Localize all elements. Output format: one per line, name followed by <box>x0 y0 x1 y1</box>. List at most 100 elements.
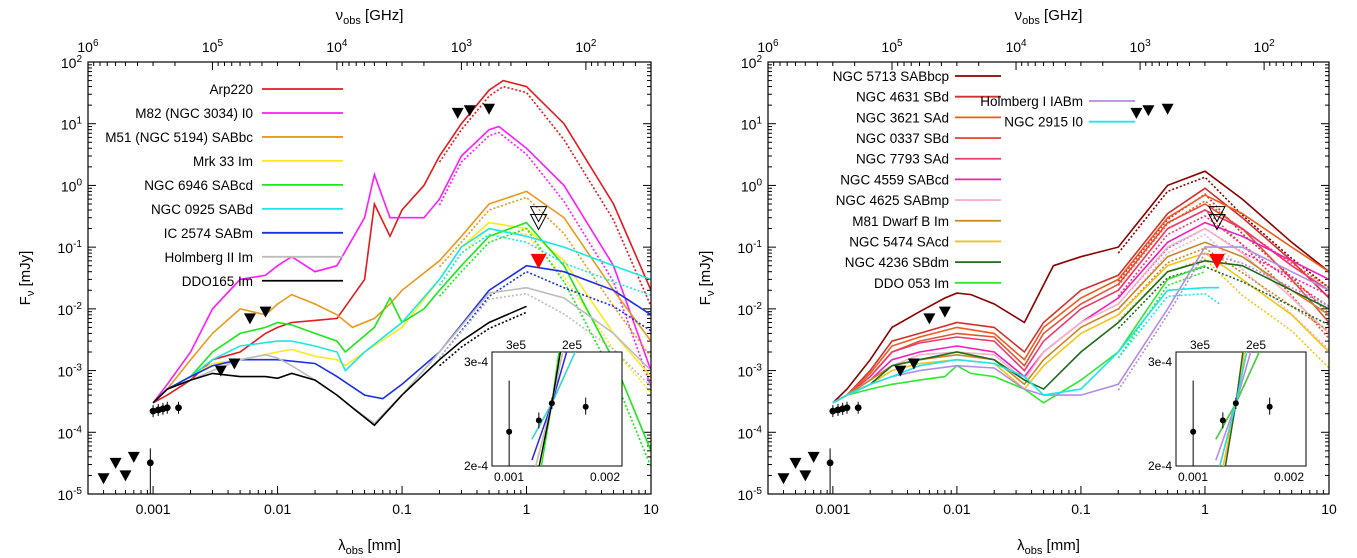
y-tick-label: 10-5 <box>58 486 83 503</box>
upper-limit-marker <box>214 365 227 377</box>
series-line-10 <box>832 264 1206 404</box>
upper-limit-marker <box>463 105 476 117</box>
series-line-4 <box>152 221 651 452</box>
y-tick-label-exp: -2 <box>73 301 82 312</box>
top-tick-label-base: 10 <box>1130 39 1146 55</box>
inset-top-tick-label: 3e5 <box>506 338 526 352</box>
top-tick-label-exp: 4 <box>342 38 348 49</box>
legend-label: Holmberg I IABm <box>980 94 1083 109</box>
y-tick-label-exp: -4 <box>753 424 762 435</box>
open-limit-marker <box>529 214 548 231</box>
axis-title-main: λ <box>338 537 346 554</box>
axis-title-sub: ν <box>25 290 37 296</box>
plot-frame <box>767 61 1330 495</box>
y-tick-label-exp: -4 <box>73 424 82 435</box>
upper-limit-marker <box>799 470 812 482</box>
upper-limit-marker <box>789 457 802 469</box>
y-tick-label-base: 10 <box>738 487 754 503</box>
y-tick-label-exp: -5 <box>73 486 82 497</box>
top-tick-label-base: 10 <box>77 39 93 55</box>
legend-label: M51 (NGC 5194) SABbc <box>105 130 253 145</box>
inset-data-point <box>1190 428 1197 435</box>
top-tick-label: 103 <box>1130 38 1152 55</box>
axis-title-unit: [mJy] <box>17 251 34 291</box>
x-tick-label: 1 <box>523 501 531 517</box>
upper-limit-marker <box>923 313 936 325</box>
top-tick-label-base: 10 <box>451 39 467 55</box>
data-point <box>146 459 154 467</box>
top-tick-label-base: 10 <box>757 39 773 55</box>
y-tick-label: 102 <box>741 54 763 71</box>
top-tick-label-exp: 2 <box>1269 38 1275 49</box>
axis-title-sub: obs <box>1022 15 1040 27</box>
axis-title-sub: obs <box>343 15 361 27</box>
inset-data-point <box>1232 400 1239 407</box>
series-line-1 <box>152 125 651 404</box>
axis-title-main: λ <box>1017 537 1025 554</box>
data-point <box>854 404 862 412</box>
inset-series-line-8 <box>1222 352 1246 466</box>
inset-top-tick-label: 2e5 <box>562 338 582 352</box>
top-tick-label: 106 <box>757 38 779 55</box>
legend-label: NGC 3621 SAd <box>856 110 949 125</box>
axis-title-unit: [GHz] <box>361 7 404 24</box>
legend-label: NGC 4559 SABcd <box>840 172 949 187</box>
inset-series-line-12 <box>1219 352 1248 466</box>
axis-title: νobs [GHz] <box>1015 7 1083 27</box>
legend-label: IC 2574 SABm <box>164 226 253 241</box>
top-tick-label-exp: 3 <box>1145 38 1151 49</box>
legend-label: Arp220 <box>209 82 253 97</box>
y-tick-label-base: 10 <box>58 364 74 380</box>
y-tick-label-base: 10 <box>738 240 754 256</box>
top-tick-label-exp: 4 <box>1021 38 1027 49</box>
y-tick-label-base: 10 <box>58 425 74 441</box>
y-tick-label: 10-4 <box>58 424 83 441</box>
top-tick-label: 105 <box>881 38 903 55</box>
y-tick-label-exp: 2 <box>756 54 762 65</box>
series-dotted-10 <box>1117 270 1206 359</box>
y-tick-label: 10-5 <box>738 486 763 503</box>
y-tick-label-base: 10 <box>741 55 757 71</box>
y-tick-label-base: 10 <box>58 240 74 256</box>
axis-title-main: ν <box>1015 7 1023 24</box>
panel-left: 0.001 0.01 0.1 1 1010-510-410-310-210-110010… <box>17 7 659 557</box>
top-tick-label-exp: 5 <box>897 38 903 49</box>
inset-y-tick-label: 3e-4 <box>1148 355 1172 369</box>
inset-data-point <box>1266 403 1273 410</box>
x-tick-label: 10 <box>1321 501 1337 517</box>
upper-limit-marker <box>451 107 464 119</box>
y-tick-label: 100 <box>61 177 83 194</box>
legend-label: NGC 5713 SABbcp <box>833 69 949 84</box>
series-dotted-2 <box>438 196 651 358</box>
x-tick-label: 0.01 <box>943 501 970 517</box>
inset-series-line-7 <box>535 352 564 466</box>
legend-label: DDO 053 Im <box>874 276 949 291</box>
y-tick-label-exp: 1 <box>756 116 762 127</box>
upper-limit-marker <box>1130 107 1143 119</box>
upper-limit-marker <box>1142 105 1155 117</box>
data-point <box>829 407 837 415</box>
top-tick-label-exp: 3 <box>466 38 472 49</box>
series-line-9 <box>832 259 1329 404</box>
top-tick-label-base: 10 <box>1254 39 1270 55</box>
y-tick-label: 10-3 <box>58 363 83 380</box>
x-tick-label: 0.001 <box>815 501 850 517</box>
series-line-0 <box>152 79 651 404</box>
legend-label: NGC 4631 SBd <box>856 90 949 105</box>
series-line-4 <box>832 209 1329 404</box>
top-tick-label: 102 <box>1254 38 1276 55</box>
inset-data-point <box>535 417 542 424</box>
y-tick-label-base: 10 <box>58 487 74 503</box>
upper-limit-marker <box>483 103 496 115</box>
axis-title-unit: [mJy] <box>697 251 714 291</box>
series-dotted-8 <box>438 311 527 367</box>
y-tick-label-exp: -1 <box>73 239 82 250</box>
legend-label: M82 (NGC 3034) I0 <box>135 106 253 121</box>
series-line-12 <box>832 286 1220 404</box>
y-tick-label: 10-4 <box>738 424 763 441</box>
series-dotted-0 <box>438 85 651 307</box>
upper-limit-marker <box>259 306 272 318</box>
legend-label: DDO165 Im <box>182 274 253 289</box>
top-tick-label-base: 10 <box>881 39 897 55</box>
y-tick-label-base: 10 <box>741 117 757 133</box>
